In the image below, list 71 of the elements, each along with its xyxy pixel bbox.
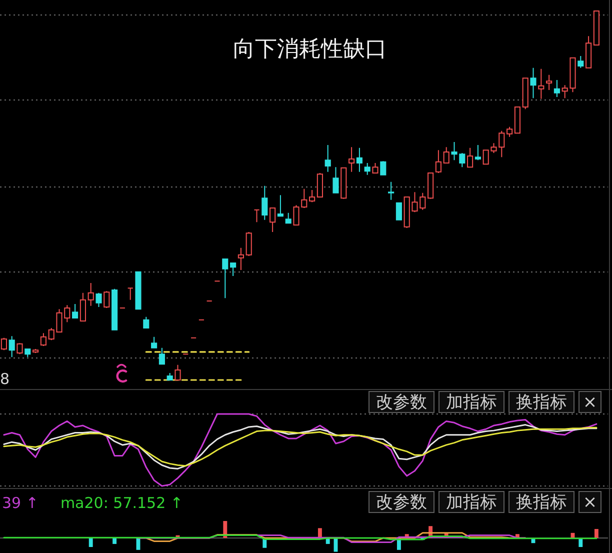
candlestick	[356, 147, 362, 172]
candlestick	[578, 56, 584, 68]
text: 换指标	[516, 492, 567, 512]
text: 加指标	[446, 492, 497, 512]
candlestick	[254, 209, 260, 223]
candlestick	[8, 336, 15, 358]
candlestick	[166, 372, 173, 380]
candlestick	[32, 348, 39, 354]
candlestick	[443, 146, 450, 164]
candlestick	[158, 347, 165, 365]
candlestick	[593, 10, 600, 46]
candlestick	[104, 290, 110, 309]
annotation: 8	[0, 370, 10, 388]
bar	[112, 538, 117, 544]
candlestick	[380, 160, 386, 176]
candlestick	[0, 337, 7, 351]
candlestick	[372, 162, 378, 174]
candlestick	[270, 208, 276, 233]
candlestick	[428, 172, 434, 200]
candlestick	[309, 189, 316, 203]
candlestick	[230, 262, 236, 276]
text: ×	[582, 492, 598, 512]
candlestick	[143, 316, 150, 328]
candlestick	[88, 282, 94, 306]
candlestick	[340, 167, 347, 200]
candlestick	[546, 74, 552, 90]
text: 改参数	[376, 492, 427, 512]
candlestick	[467, 147, 474, 168]
bar	[594, 528, 598, 538]
candlestick	[285, 212, 292, 224]
candlestick	[332, 166, 339, 194]
candlestick	[348, 146, 355, 172]
candlestick	[364, 162, 370, 176]
candlestick	[174, 364, 181, 380]
candlestick	[554, 80, 560, 98]
candlestick	[324, 144, 331, 172]
candlestick	[80, 292, 86, 322]
text: 加指标	[446, 392, 497, 412]
candlestick	[246, 232, 252, 257]
candlestick	[262, 185, 268, 220]
candlestick	[514, 106, 520, 134]
candlestick	[316, 172, 323, 198]
candlestick	[277, 194, 284, 217]
candlestick	[96, 292, 102, 308]
bar	[318, 528, 322, 538]
candlestick	[435, 150, 442, 174]
text: 改参数	[376, 392, 427, 412]
candlestick	[474, 144, 481, 161]
candlestick	[135, 271, 142, 310]
candlestick	[538, 68, 544, 100]
candlestick	[222, 258, 228, 299]
candlestick	[112, 288, 118, 330]
text: 换指标	[516, 392, 567, 412]
bar	[88, 538, 93, 548]
candlestick	[396, 202, 402, 220]
text: ×	[582, 392, 598, 412]
candlestick	[16, 342, 23, 355]
candlestick	[72, 303, 78, 319]
text: 向下消耗性缺口	[233, 37, 387, 62]
series-label: ma20: 57.152 ↑	[60, 494, 183, 512]
candlestick	[151, 336, 158, 348]
candlestick	[506, 126, 513, 138]
candlestick	[522, 78, 528, 110]
text: 39 ↑	[2, 494, 38, 512]
candlestick	[40, 332, 46, 347]
candlestick	[388, 181, 394, 200]
candlestick	[238, 247, 244, 271]
candlestick	[24, 348, 31, 358]
candlestick	[530, 67, 536, 99]
candlestick	[127, 288, 134, 300]
candlestick	[586, 36, 592, 68]
